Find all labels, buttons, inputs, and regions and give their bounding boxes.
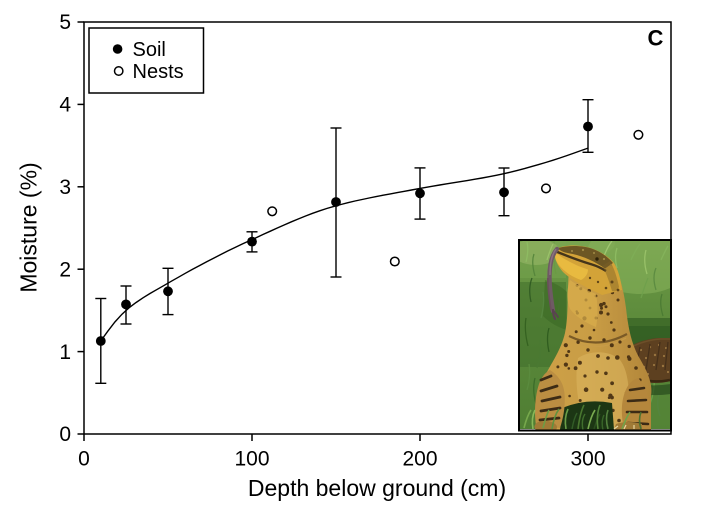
svg-text:2: 2 — [59, 258, 71, 281]
svg-text:Depth below ground (cm): Depth below ground (cm) — [248, 475, 506, 501]
svg-text:100: 100 — [234, 448, 269, 471]
svg-text:Moisture (%): Moisture (%) — [16, 162, 42, 292]
svg-text:4: 4 — [59, 94, 71, 117]
svg-text:Nests: Nests — [133, 61, 184, 83]
svg-text:0: 0 — [78, 448, 90, 471]
svg-text:200: 200 — [402, 448, 437, 471]
svg-text:300: 300 — [570, 448, 605, 471]
svg-text:0: 0 — [59, 423, 71, 446]
svg-text:1: 1 — [59, 341, 71, 364]
svg-text:Soil: Soil — [133, 39, 166, 61]
svg-text:3: 3 — [59, 176, 71, 199]
svg-text:C: C — [648, 26, 664, 51]
svg-text:5: 5 — [59, 11, 71, 34]
